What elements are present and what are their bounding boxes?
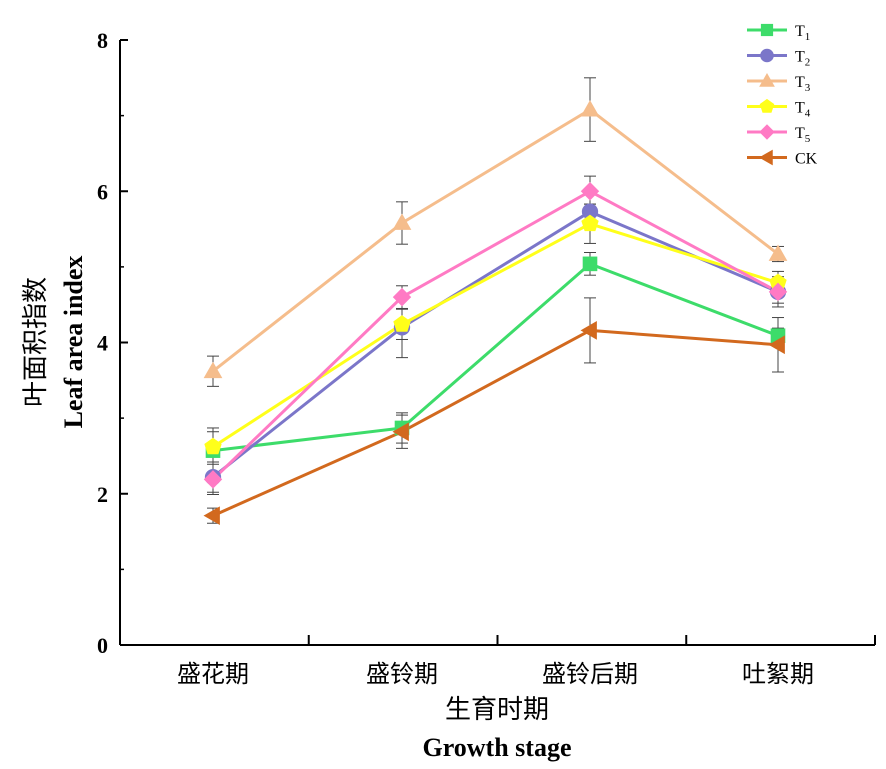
- data-point-t3: [392, 213, 412, 230]
- y-tick-label: 2: [97, 482, 108, 507]
- series-line-ck: [212, 328, 779, 518]
- error-bars: [207, 77, 784, 524]
- data-point-t3: [203, 361, 223, 379]
- x-tick-label: 盛花期: [177, 660, 249, 688]
- data-point-t3: [768, 244, 788, 261]
- series-line-t1: [212, 262, 779, 453]
- y-tick-label: 4: [97, 331, 108, 356]
- data-point-t3: [580, 100, 600, 117]
- legend: T1 T2 T3 T4 T5 CK: [747, 23, 818, 168]
- series-line-t4: [212, 222, 779, 449]
- legend-marker-t1: [760, 23, 774, 37]
- legend-label-t5: T5: [795, 125, 811, 145]
- legend-label-t3: T3: [795, 74, 811, 94]
- y-tick-label: 0: [97, 633, 108, 658]
- data-point-t4: [581, 214, 599, 232]
- legend-marker-t3: [759, 72, 775, 87]
- legend-marker-t5: [759, 124, 775, 140]
- data-point-t1: [582, 256, 598, 272]
- y-axis-title-en: Leaf area index: [59, 256, 88, 429]
- y-tick-label: 8: [97, 28, 108, 53]
- data-point-t5: [768, 282, 788, 302]
- y-axis-title-cn: 叶面积指数: [21, 277, 51, 407]
- series-line-t5: [211, 189, 779, 481]
- series-lines: [211, 108, 779, 518]
- x-axis-title-cn: 生育时期: [445, 695, 549, 725]
- data-point-t4: [393, 315, 411, 332]
- legend-marker-t2: [760, 48, 774, 63]
- x-tick-label: 盛铃后期: [542, 660, 638, 688]
- x-axis-title-en: Growth stage: [422, 733, 571, 762]
- data-point-ck: [203, 506, 220, 526]
- data-point-t5: [580, 182, 600, 201]
- legend-marker-t4: [759, 98, 775, 113]
- legend-label-t4: T4: [795, 100, 811, 120]
- x-tick-label: 吐絮期: [742, 660, 814, 688]
- data-point-ck: [768, 335, 785, 355]
- data-point-t5: [392, 287, 412, 307]
- data-point-t4: [204, 437, 222, 455]
- data-point-t5: [203, 470, 223, 489]
- data-point-ck: [392, 422, 409, 442]
- data-point-ck: [580, 321, 597, 340]
- legend-label-t2: T2: [795, 49, 810, 69]
- legend-label-t1: T1: [795, 23, 810, 43]
- legend-marker-ck: [758, 149, 773, 166]
- axes: 0 2 4 6 8 盛花期 盛铃期 盛铃后期 吐絮期: [97, 28, 876, 688]
- series-markers: [203, 100, 788, 526]
- series-line-t3: [212, 108, 779, 373]
- y-tick-label: 6: [97, 179, 108, 204]
- x-tick-label: 盛铃期: [366, 660, 438, 688]
- legend-label-ck: CK: [795, 151, 818, 168]
